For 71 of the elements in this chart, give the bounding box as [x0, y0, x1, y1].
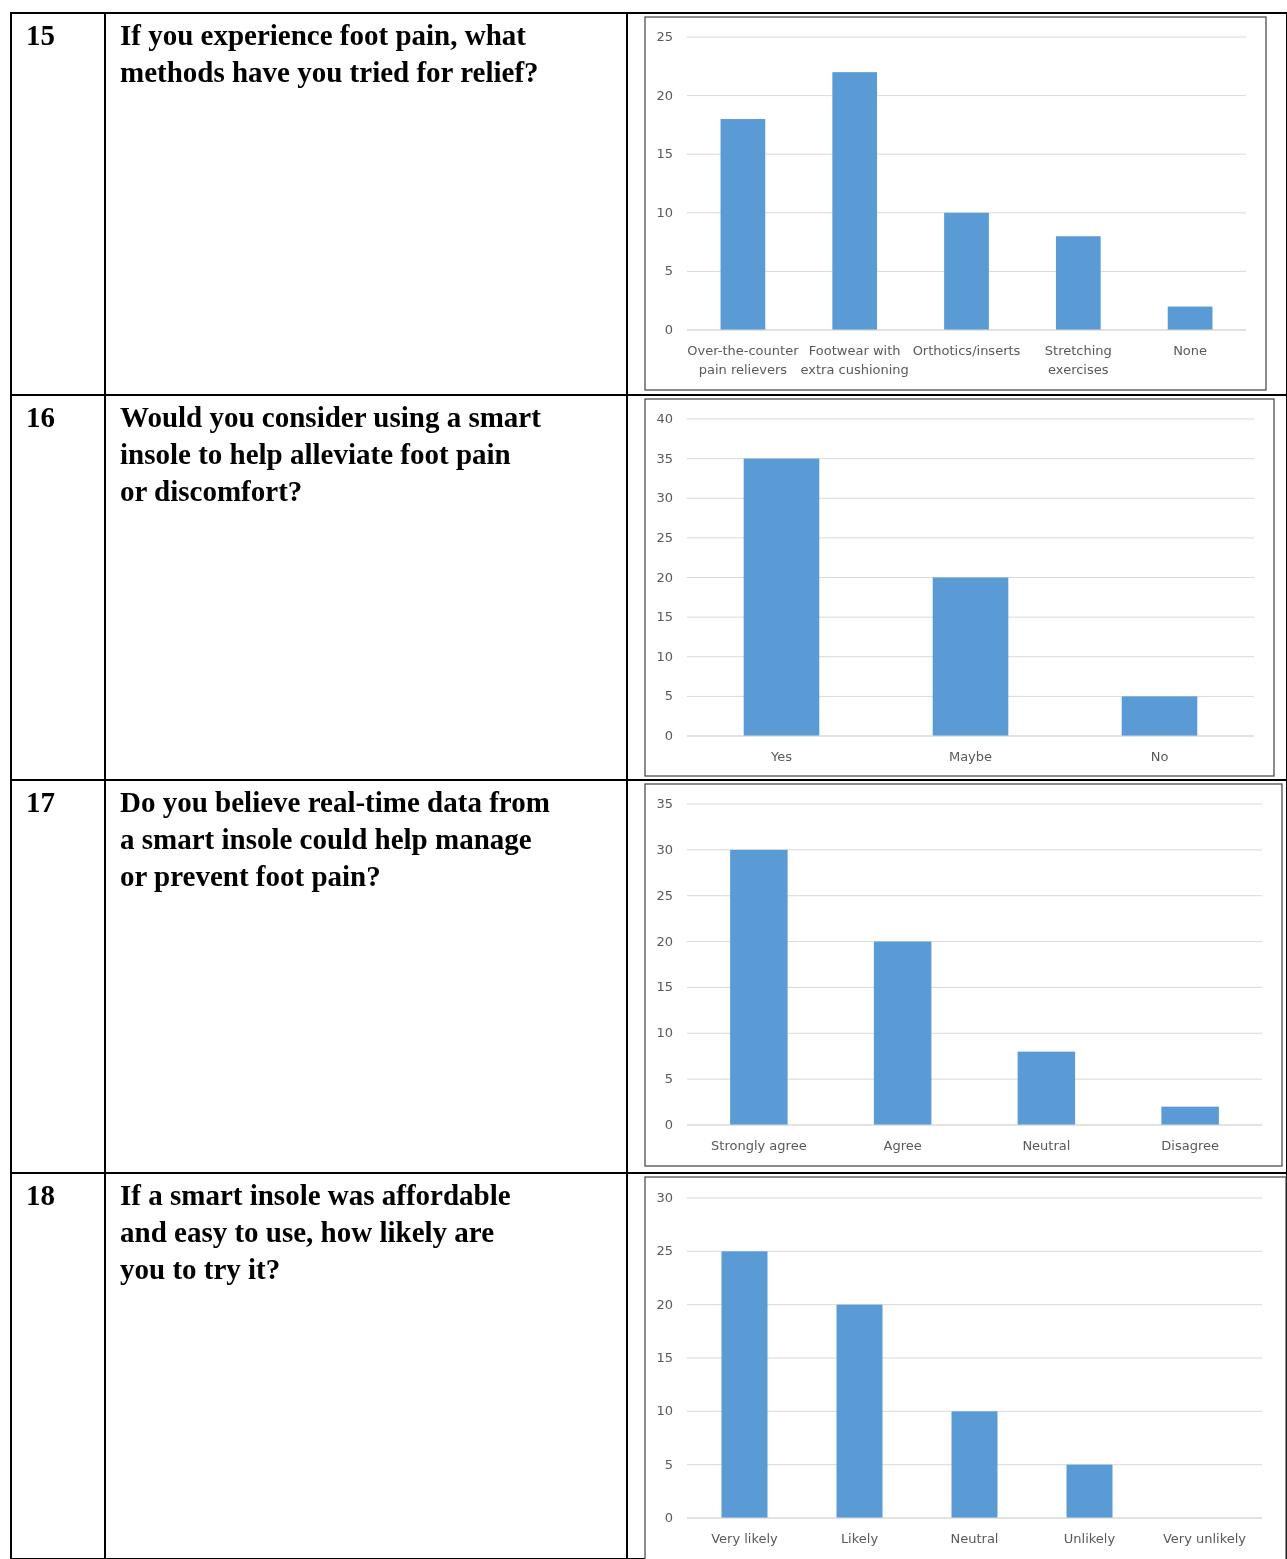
y-tick-label: 15 — [656, 609, 673, 625]
x-tick-label: Maybe — [948, 749, 993, 764]
bar — [730, 849, 788, 1125]
y-tick-label: 5 — [664, 688, 673, 704]
bar — [721, 1251, 768, 1518]
x-tick-label: None — [1173, 343, 1208, 358]
y-tick-label: 0 — [664, 322, 673, 337]
y-tick-label: 10 — [656, 204, 673, 220]
y-tick-label: 0 — [664, 1117, 673, 1132]
bar — [951, 1411, 998, 1518]
text: If a smart insole was affordable and easy to use, how likely are you to try it? — [120, 1179, 511, 1285]
bar — [836, 1304, 883, 1518]
y-tick-label: 35 — [656, 796, 673, 811]
text: Do you believe real-time data from a smart insole could help manage or prevent foot pain? — [120, 786, 550, 892]
y-tick-label: 35 — [656, 450, 673, 466]
y-tick-label: 15 — [656, 979, 673, 995]
y-tick-label: 15 — [656, 1350, 673, 1365]
bar — [1055, 236, 1101, 330]
bar — [832, 72, 878, 330]
text: If you experience foot pain, what methods have you tried for relief? — [120, 19, 539, 88]
y-tick-label: 10 — [656, 1403, 673, 1419]
y-tick-label: 30 — [656, 1190, 673, 1205]
text: 15 — [26, 19, 55, 51]
y-tick-label: 5 — [664, 1071, 673, 1087]
x-tick-label: Very unlikely — [1162, 1531, 1247, 1546]
text: 17 — [26, 786, 55, 818]
y-tick-label: 40 — [656, 411, 673, 426]
y-tick-label: 20 — [656, 569, 673, 585]
y-tick-label: 5 — [664, 1456, 673, 1472]
bar — [1121, 696, 1198, 736]
bar — [944, 212, 989, 330]
x-tick-label: Stretching exercises — [1044, 343, 1112, 377]
text: 16 — [26, 401, 55, 433]
x-tick-label: Strongly agree — [711, 1138, 807, 1153]
y-tick-label: 25 — [656, 29, 673, 44]
y-tick-label: 25 — [656, 887, 673, 903]
x-tick-label: Yes — [770, 749, 793, 764]
bar — [1017, 1051, 1076, 1125]
text: 18 — [26, 1179, 55, 1211]
y-tick-label: 0 — [664, 728, 673, 743]
bar — [873, 941, 932, 1125]
x-tick-label: Neutral — [950, 1531, 999, 1546]
y-tick-label: 5 — [664, 263, 673, 279]
bar — [1066, 1464, 1113, 1518]
x-tick-label: Over-the-counter pain relievers — [687, 343, 800, 377]
x-tick-label: Disagree — [1161, 1138, 1219, 1153]
y-tick-label: 10 — [656, 648, 673, 664]
y-tick-label: 0 — [664, 1510, 673, 1525]
x-tick-label: No — [1150, 749, 1169, 764]
bar — [720, 119, 766, 330]
bar — [743, 458, 820, 736]
y-tick-label: 20 — [656, 933, 673, 949]
x-tick-label: Footwear with extra cushioning — [800, 343, 909, 377]
y-tick-label: 25 — [656, 529, 673, 545]
x-tick-label: Very likely — [711, 1531, 779, 1546]
x-tick-label: Agree — [883, 1138, 922, 1153]
bar — [932, 577, 1009, 736]
bar — [1167, 306, 1213, 330]
x-tick-label: Neutral — [1022, 1138, 1071, 1153]
text: Would you consider using a smart insole to help alleviate foot pain or discomfort? — [120, 401, 542, 507]
y-tick-label: 25 — [656, 1243, 673, 1259]
y-tick-label: 15 — [656, 146, 673, 162]
y-tick-label: 30 — [656, 490, 673, 506]
y-tick-label: 30 — [656, 841, 673, 857]
x-tick-label: Orthotics/inserts — [912, 343, 1021, 358]
y-tick-label: 20 — [656, 87, 673, 103]
bar — [1161, 1106, 1219, 1125]
y-tick-label: 10 — [656, 1025, 673, 1041]
x-tick-label: Likely — [840, 1531, 879, 1546]
x-tick-label: Unlikely — [1063, 1531, 1116, 1546]
y-tick-label: 20 — [656, 1296, 673, 1312]
